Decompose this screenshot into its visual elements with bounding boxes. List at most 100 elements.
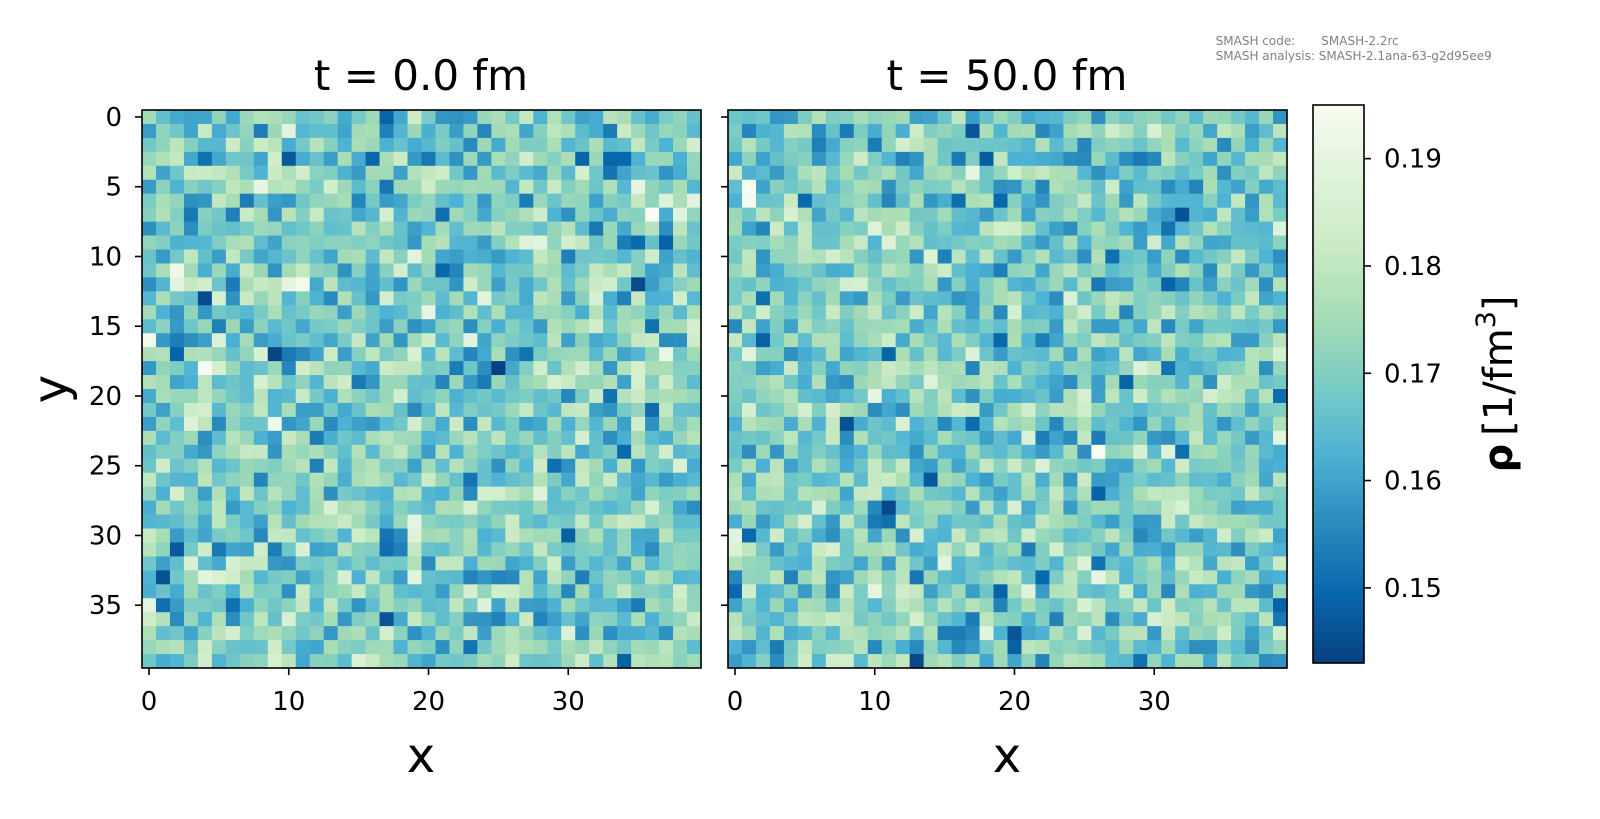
heatmap-cell [673,500,688,516]
colorbar-tick-label: 0.19 [1384,145,1442,175]
heatmap-cell [797,570,813,585]
heatmap-cell [435,305,451,320]
heatmap-cell [1161,361,1176,376]
heatmap-cell [755,235,771,251]
heatmap-cell [183,500,199,516]
heatmap-cell [393,375,409,390]
heatmap-cell [491,375,506,390]
heatmap-cell [323,598,339,613]
heatmap-cell [295,486,311,502]
heatmap-cell [617,319,632,334]
heatmap-cell [811,528,827,544]
heatmap-cell [183,528,199,544]
heatmap-cell [533,500,548,516]
heatmap-cell [239,123,255,139]
heatmap-cell [281,654,297,669]
heatmap-cell [811,361,827,376]
heatmap-cell [407,249,423,265]
heatmap-cell [951,221,967,237]
heatmap-cell [1133,123,1148,139]
heatmap-cell [463,584,478,599]
heatmap-cell [1273,402,1288,418]
heatmap-cell [407,640,423,655]
heatmap-cell [1259,444,1274,460]
heatmap-cell [603,347,618,362]
heatmap-cell [965,179,981,195]
heatmap-cell [533,375,548,390]
heatmap-cell [575,472,590,488]
heatmap-cell [505,584,520,599]
heatmap-cell [365,486,381,502]
heatmap-cell [295,584,311,599]
heatmap-cell [769,542,785,557]
heatmap-cell [155,654,171,669]
heatmap-cell [881,598,897,613]
heatmap-cell [142,612,157,627]
heatmap-cell [993,361,1009,376]
heatmap-cell [673,584,688,599]
heatmap-cell [1189,472,1204,488]
heatmap-cell [755,389,771,404]
heatmap-cell [741,416,757,432]
heatmap-cell [1161,542,1176,557]
heatmap-cell [783,123,799,139]
heatmap-cell [407,598,423,613]
heatmap-cell [407,486,423,502]
heatmap-cell [239,612,255,627]
heatmap-cell [1133,402,1148,418]
heatmap-cell [1105,165,1120,181]
heatmap-cell [365,165,381,181]
heatmap-cell [1189,151,1204,167]
heatmap-cell [169,584,185,599]
heatmap-cell [965,221,981,237]
heatmap-cell [309,444,325,460]
heatmap-cell [769,151,785,167]
heatmap-cell [197,193,213,209]
heatmap-cell [1091,333,1106,348]
heatmap-cell [1091,193,1106,209]
heatmap-cell [267,528,283,544]
heatmap-cell [533,361,548,376]
heatmap-cell [155,137,171,153]
heatmap-cell [323,514,339,530]
heatmap-cell [687,165,702,181]
heatmap-cell [309,389,325,404]
heatmap-cell [951,389,967,404]
heatmap-cell [1119,626,1134,641]
heatmap-cell [393,137,409,153]
heatmap-cell [1161,458,1176,474]
heatmap-cell [155,179,171,195]
heatmap-cell [253,570,269,585]
heatmap-cell [645,263,660,278]
heatmap-cell [1077,444,1092,460]
heatmap-cell [979,500,995,516]
heatmap-cell [142,179,157,195]
heatmap-cell [155,361,171,376]
heatmap-cell [1049,137,1064,153]
heatmap-cell [645,598,660,613]
heatmap-cell [1105,235,1120,251]
heatmap-cell [1203,612,1218,627]
heatmap-cell [379,626,395,641]
heatmap-cell [1049,165,1064,181]
heatmap-cell [463,402,478,418]
heatmap-cell [393,598,409,613]
heatmap-cell [197,486,213,502]
heatmap-cell [951,165,967,181]
heatmap-cell [603,249,618,265]
heatmap-cell [1259,430,1274,446]
heatmap-cell [169,179,185,195]
heatmap-cell [1049,319,1064,334]
heatmap-cell [825,556,841,571]
heatmap-cell [351,263,367,278]
heatmap-cell [337,598,353,613]
heatmap-cell [169,110,185,125]
heatmap-cell [853,458,869,474]
heatmap-cell [1077,430,1092,446]
heatmap-cell [211,235,227,251]
heatmap-cell [589,165,604,181]
heatmap-cell [1245,584,1260,599]
heatmap-cell [659,193,674,209]
heatmap-cell [993,472,1009,488]
heatmap-cell [895,389,911,404]
